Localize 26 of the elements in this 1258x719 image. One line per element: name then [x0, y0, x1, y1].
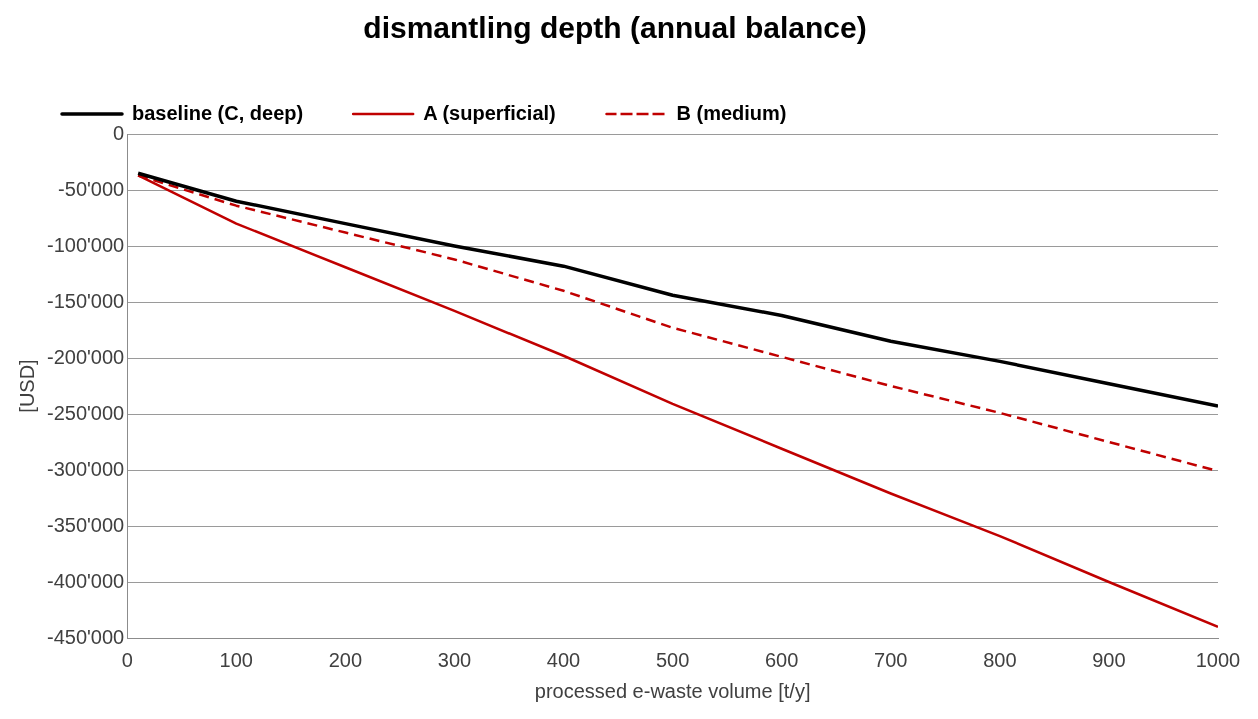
y-tick-label: -350'000	[47, 513, 125, 536]
x-tick-label: 600	[765, 648, 799, 671]
x-tick-label: 100	[219, 648, 253, 671]
x-tick-label: 900	[1092, 648, 1126, 671]
y-tick-label: -150'000	[47, 289, 125, 312]
y-tick-label: -250'000	[47, 401, 125, 424]
x-tick-label: 800	[983, 648, 1017, 671]
y-tick-label: -400'000	[47, 569, 125, 592]
y-axis-title: [USD]	[15, 359, 38, 413]
x-tick-label: 500	[655, 648, 690, 671]
x-tick-label: 700	[874, 648, 908, 671]
y-tick-label: 0	[113, 121, 125, 144]
chart-title: dismantling depth (annual balance)	[363, 11, 867, 45]
x-tick-label: 200	[328, 648, 363, 671]
x-tick-label: 300	[437, 648, 472, 671]
y-tick-label: -450'000	[47, 625, 125, 648]
x-axis-title: processed e-waste volume [t/y]	[534, 679, 811, 702]
legend-label: B (medium)	[676, 101, 787, 124]
legend-label: baseline (C, deep)	[132, 101, 304, 124]
legend-label: A (superficial)	[423, 101, 556, 124]
y-tick-label: -50'000	[58, 177, 125, 200]
x-tick-label: 400	[546, 648, 581, 671]
y-tick-label: -100'000	[47, 233, 125, 256]
y-tick-label: -200'000	[47, 345, 125, 368]
x-tick-label: 1000	[1195, 648, 1241, 671]
y-tick-label: -300'000	[47, 457, 125, 480]
